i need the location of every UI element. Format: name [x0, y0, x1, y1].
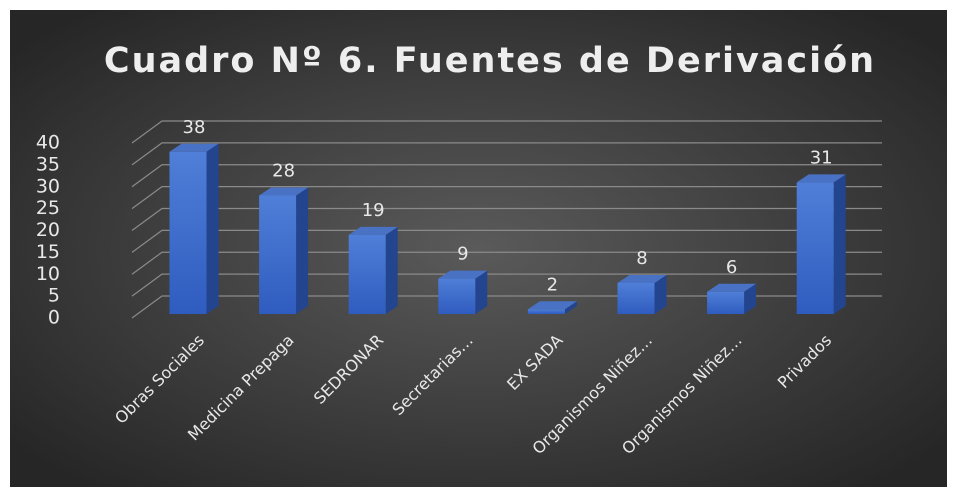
grid-line — [131, 142, 882, 166]
grid-line — [131, 229, 882, 253]
bar — [707, 283, 757, 314]
bar-front — [259, 195, 297, 314]
bar-side — [744, 283, 757, 314]
bar-front — [438, 278, 476, 314]
grid-line — [131, 186, 882, 210]
bar — [259, 187, 309, 314]
bar-top — [796, 174, 846, 183]
bar-front — [348, 234, 386, 314]
bar-top — [259, 187, 309, 196]
y-tick-label: 5 — [48, 285, 60, 307]
data-label: 9 — [457, 244, 468, 265]
data-label: 31 — [810, 147, 833, 168]
bar-top — [707, 283, 757, 292]
grid-line — [131, 207, 882, 231]
grid-line — [131, 273, 882, 297]
grid-line — [131, 164, 882, 188]
bar-side — [564, 301, 577, 314]
bar-top — [438, 270, 488, 279]
bar-front — [527, 309, 565, 314]
y-tick-label: 25 — [36, 197, 60, 219]
data-label: 8 — [636, 248, 647, 269]
bar-front — [617, 283, 655, 314]
bar-front — [796, 182, 834, 314]
grid-line — [131, 251, 882, 275]
bar-top — [617, 275, 667, 283]
bar-top — [169, 143, 219, 152]
bar-side — [296, 187, 309, 314]
bar-front — [169, 151, 207, 314]
y-tick-label: 40 — [36, 132, 60, 154]
bar-top — [348, 226, 398, 235]
data-label: 38 — [183, 117, 206, 138]
y-tick-label: 30 — [36, 175, 60, 197]
data-label: 6 — [726, 257, 737, 278]
data-label: 2 — [547, 274, 558, 295]
bar-side — [475, 270, 488, 314]
bar — [438, 270, 488, 314]
bar-side — [654, 275, 667, 314]
y-tick-label: 15 — [36, 241, 60, 263]
bar-side — [206, 143, 219, 314]
bar — [617, 275, 667, 314]
data-label: 28 — [272, 161, 295, 182]
y-tick-label: 10 — [36, 263, 60, 285]
y-tick-label: 0 — [48, 307, 60, 329]
y-tick-label: 35 — [36, 153, 60, 175]
bar-side — [833, 174, 846, 314]
grid-line — [131, 120, 882, 144]
data-label: 19 — [362, 200, 385, 221]
bar — [527, 301, 577, 314]
bar-front — [707, 291, 745, 314]
bar-side — [385, 226, 398, 314]
bar — [169, 143, 219, 314]
bar — [348, 226, 398, 314]
y-tick-label: 20 — [36, 219, 60, 241]
bar-top — [527, 301, 577, 310]
bar — [796, 174, 846, 314]
chart-background — [10, 10, 947, 487]
chart-title: Cuadro Nº 6. Fuentes de Derivación — [104, 41, 876, 81]
